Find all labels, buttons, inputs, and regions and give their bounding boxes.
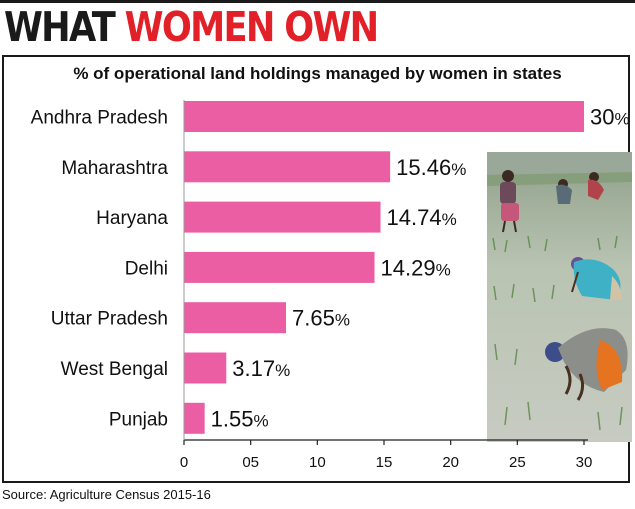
value-label: 1.55%	[211, 406, 269, 431]
x-tick-label: 10	[309, 454, 326, 471]
value-percent: %	[442, 210, 457, 229]
bar	[184, 302, 286, 334]
category-label: Uttar Pradesh	[51, 309, 168, 330]
x-tick-label: 15	[376, 454, 393, 471]
headline-part1: WHAT	[4, 3, 125, 51]
value-label: 30%	[590, 105, 630, 130]
bar	[184, 201, 381, 233]
headline-part2: WOMEN OWN	[124, 3, 379, 51]
paddy-field-photo	[487, 152, 632, 442]
category-label: Delhi	[125, 258, 168, 279]
value-percent: %	[436, 260, 451, 279]
category-label: Andhra Pradesh	[31, 108, 168, 129]
value-percent: %	[335, 311, 350, 330]
bar	[184, 402, 205, 434]
value-label: 14.29%	[381, 255, 451, 280]
category-label: Maharashtra	[61, 158, 168, 179]
headline: WHAT WOMEN OWN	[4, 3, 379, 51]
value-label: 7.65%	[292, 306, 350, 331]
value-percent: %	[275, 361, 290, 380]
bar	[184, 151, 391, 183]
category-label: Haryana	[96, 208, 168, 229]
category-label: Punjab	[109, 409, 168, 430]
bar	[184, 101, 584, 132]
x-tick-label: 20	[442, 454, 459, 471]
source-note: Source: Agriculture Census 2015-16	[2, 487, 211, 502]
x-tick-label: 05	[242, 454, 259, 471]
bar	[184, 251, 375, 283]
x-tick-label: 30	[576, 454, 593, 471]
value-percent: %	[614, 110, 629, 129]
top-rule	[0, 0, 635, 3]
value-percent: %	[253, 411, 268, 430]
chart-title: % of operational land holdings managed b…	[73, 64, 562, 83]
category-label: West Bengal	[61, 359, 168, 380]
value-label: 15.46%	[396, 155, 466, 180]
bar	[184, 352, 227, 384]
value-label: 3.17%	[232, 356, 290, 381]
value-percent: %	[451, 160, 466, 179]
x-tick-label: 0	[180, 454, 188, 471]
x-tick-label: 25	[509, 454, 526, 471]
value-label: 14.74%	[387, 205, 457, 230]
